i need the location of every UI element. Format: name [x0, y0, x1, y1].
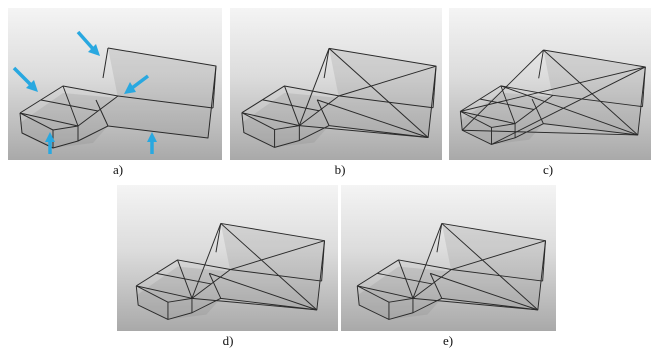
panel-d: d)	[117, 185, 338, 348]
panel-label: e)	[443, 333, 453, 348]
figure: a) b) c) d) e)	[0, 0, 653, 356]
panel-label: a)	[113, 162, 123, 177]
panel-a: a)	[8, 8, 222, 177]
panel-b: b)	[230, 8, 442, 177]
panel-label: c)	[543, 162, 553, 177]
panel-c: c)	[449, 8, 651, 177]
panel-label: b)	[335, 162, 346, 177]
panel-e: e)	[341, 185, 556, 348]
panel-label: d)	[223, 333, 234, 348]
